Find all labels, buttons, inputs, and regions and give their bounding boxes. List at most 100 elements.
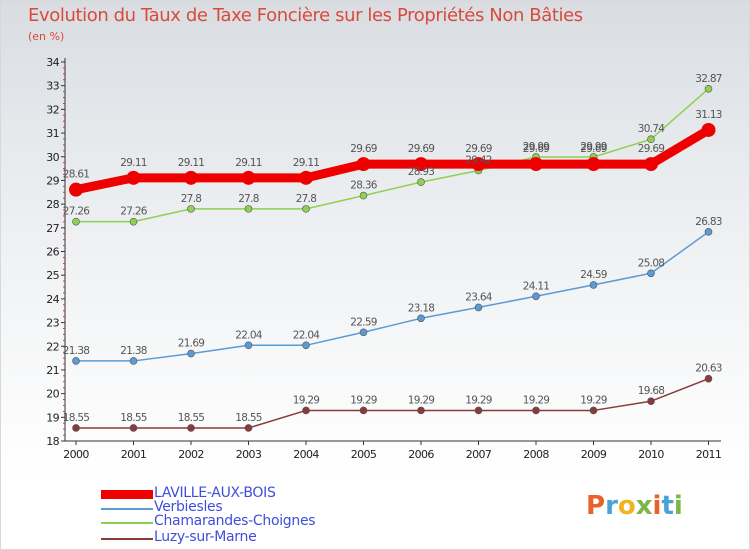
y-tick-label: 21 bbox=[46, 364, 59, 377]
data-label: 28.61 bbox=[63, 169, 90, 181]
data-point bbox=[244, 424, 253, 432]
x-tick-label: 2005 bbox=[351, 448, 377, 461]
data-point bbox=[359, 191, 368, 200]
data-label: 29.69 bbox=[580, 143, 607, 155]
x-tick-label: 2008 bbox=[523, 448, 549, 461]
data-point bbox=[417, 314, 425, 323]
data-label: 29.99 bbox=[580, 141, 607, 153]
x-tick-label: 2007 bbox=[466, 448, 492, 461]
x-tick-label: 2006 bbox=[408, 448, 434, 461]
logo-letter: t bbox=[661, 491, 674, 521]
legend-label: Luzy-sur-Marne bbox=[154, 529, 257, 545]
data-point bbox=[359, 328, 368, 337]
legend-label: LAVILLE-AUX-BOIS bbox=[154, 485, 276, 501]
data-point bbox=[359, 406, 368, 415]
legend-swatch bbox=[101, 508, 153, 510]
data-point bbox=[184, 170, 198, 185]
data-point bbox=[302, 406, 310, 415]
legend-swatch bbox=[101, 538, 153, 540]
data-label: 29.69 bbox=[638, 143, 665, 155]
y-tick-label: 33 bbox=[46, 80, 59, 93]
data-point bbox=[244, 205, 253, 213]
series-line-3 bbox=[76, 378, 709, 429]
data-point bbox=[302, 341, 310, 350]
data-label: 19.29 bbox=[293, 394, 320, 406]
data-point bbox=[474, 406, 483, 415]
data-label: 22.04 bbox=[235, 329, 263, 341]
data-point bbox=[589, 281, 598, 289]
data-label: 23.18 bbox=[408, 302, 435, 314]
data-point bbox=[244, 341, 253, 350]
data-point bbox=[417, 178, 425, 186]
data-label: 21.38 bbox=[120, 345, 147, 357]
data-label: 29.69 bbox=[408, 143, 435, 155]
y-tick-label: 22 bbox=[46, 340, 59, 353]
y-tick-label: 20 bbox=[46, 388, 59, 401]
data-point bbox=[299, 170, 313, 185]
y-tick-label: 24 bbox=[46, 293, 59, 306]
data-point bbox=[187, 205, 195, 213]
data-label: 20.63 bbox=[695, 363, 722, 375]
data-label: 29.11 bbox=[178, 157, 205, 169]
data-point bbox=[72, 424, 80, 432]
data-point bbox=[414, 157, 428, 172]
x-tick-label: 2003 bbox=[236, 448, 262, 461]
y-tick-label: 32 bbox=[46, 103, 59, 116]
data-point bbox=[241, 170, 256, 185]
y-tick-label: 34 bbox=[46, 56, 59, 69]
data-point bbox=[69, 182, 83, 197]
data-point bbox=[589, 406, 598, 415]
data-point bbox=[129, 217, 138, 226]
data-label: 27.26 bbox=[63, 206, 91, 218]
data-label: 28.93 bbox=[408, 166, 435, 178]
data-label: 30.74 bbox=[638, 123, 666, 135]
series-line-0 bbox=[75, 126, 711, 195]
data-point bbox=[129, 424, 138, 432]
y-tick-label: 31 bbox=[46, 127, 59, 140]
x-tick-label: 2002 bbox=[178, 448, 204, 461]
data-label: 18.55 bbox=[120, 412, 147, 424]
data-point bbox=[417, 406, 425, 415]
data-label: 22.59 bbox=[350, 316, 377, 328]
data-label: 29.69 bbox=[350, 143, 377, 155]
data-point bbox=[529, 157, 543, 172]
y-tick-label: 18 bbox=[46, 435, 59, 448]
data-label: 18.55 bbox=[235, 412, 262, 424]
data-point bbox=[701, 122, 716, 137]
data-label: 27.8 bbox=[181, 193, 202, 205]
y-tick-label: 29 bbox=[46, 174, 59, 187]
x-tick-label: 2001 bbox=[121, 448, 147, 461]
data-label: 19.29 bbox=[350, 394, 377, 406]
data-label: 25.08 bbox=[638, 257, 665, 269]
legend-swatch bbox=[101, 490, 153, 499]
logo-letter: x bbox=[635, 491, 653, 521]
legend-swatch bbox=[101, 522, 153, 524]
data-label: 27.8 bbox=[238, 193, 259, 205]
data-label: 29.69 bbox=[523, 143, 550, 155]
data-label: 27.26 bbox=[120, 206, 148, 218]
data-label: 21.38 bbox=[63, 345, 90, 357]
data-point bbox=[644, 157, 658, 172]
data-label: 29.69 bbox=[465, 143, 492, 155]
y-tick-label: 30 bbox=[46, 151, 59, 164]
data-label: 29.11 bbox=[293, 157, 320, 169]
data-label: 29.99 bbox=[523, 141, 550, 153]
data-point bbox=[532, 292, 540, 301]
data-label: 29.11 bbox=[235, 157, 262, 169]
chart-unit: (en %) bbox=[28, 30, 65, 43]
logo-letter: P bbox=[586, 491, 606, 521]
data-label: 21.69 bbox=[178, 338, 205, 350]
x-tick-label: 2000 bbox=[63, 448, 89, 461]
data-label: 29.42 bbox=[465, 154, 492, 166]
data-point bbox=[704, 84, 713, 93]
y-tick-label: 27 bbox=[46, 222, 59, 235]
legend-label: Verbiesles bbox=[154, 499, 223, 515]
data-label: 29.11 bbox=[120, 157, 147, 169]
data-label: 24.59 bbox=[580, 269, 607, 281]
data-point bbox=[72, 217, 80, 226]
legend-label: Chamarandes-Choignes bbox=[154, 513, 316, 529]
data-label: 19.29 bbox=[523, 394, 550, 406]
data-point bbox=[471, 157, 486, 172]
